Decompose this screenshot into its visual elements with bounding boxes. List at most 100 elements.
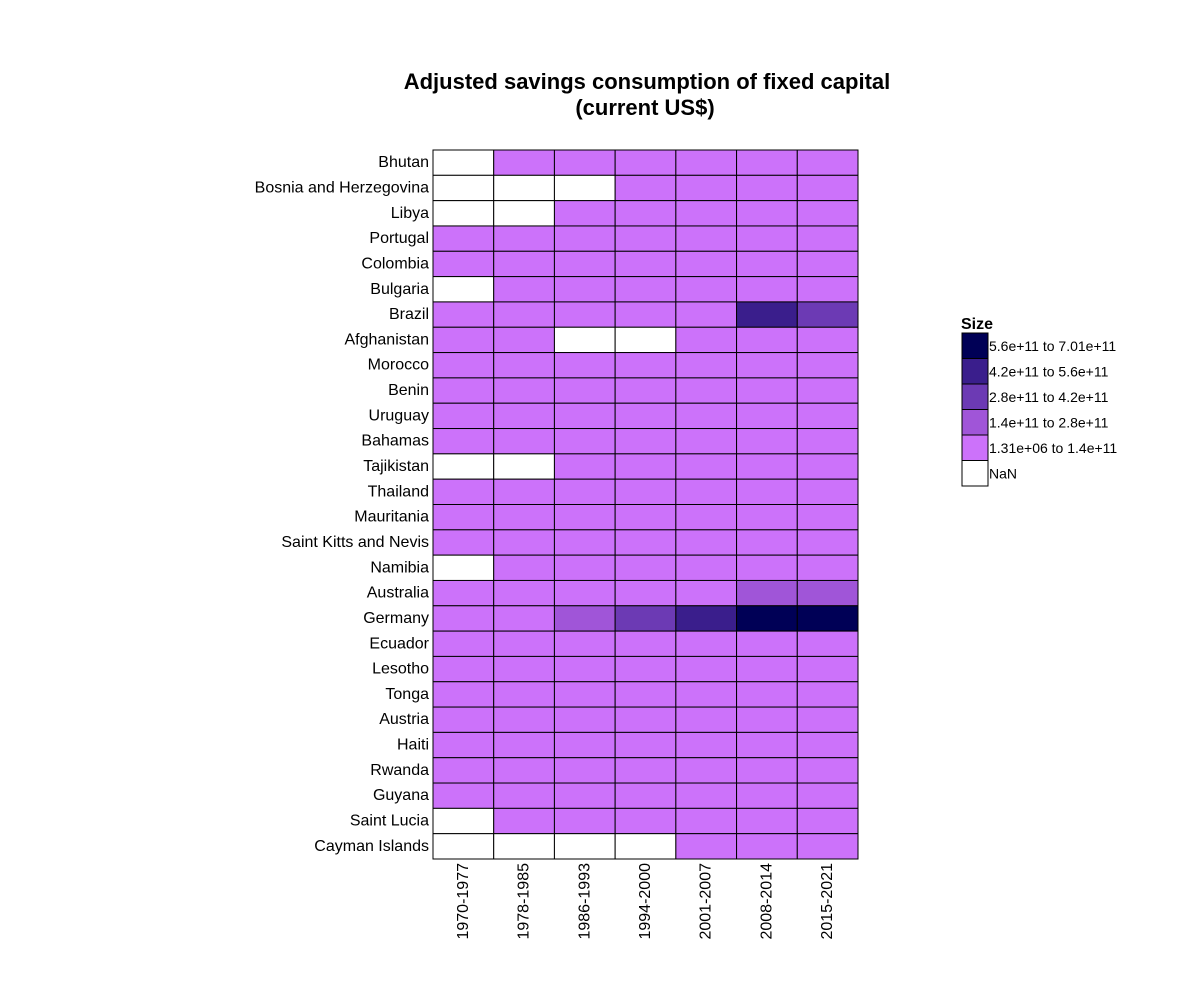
heatmap-cell [553,402,616,430]
heatmap-cell [553,504,616,531]
heatmap-cell [493,428,555,455]
heatmap-cell [675,174,738,202]
legend-swatch [961,460,989,487]
heatmap-cell [493,655,555,683]
heatmap-cell [736,833,798,860]
heatmap-cell [675,276,738,303]
heatmap-cell [553,529,616,556]
column-label: 2015-2021 [819,863,836,940]
heatmap-cell [432,757,495,784]
heatmap-cell [432,579,495,607]
heatmap-cell [553,782,616,809]
heatmap-cell [493,681,555,708]
heatmap-cell [493,149,555,176]
heatmap-cell [796,250,859,278]
heatmap-cell [493,605,555,632]
heatmap-cell [614,428,677,455]
legend-title: Size [961,316,993,333]
heatmap-cell [553,807,616,835]
heatmap-cell [432,731,495,759]
heatmap-cell [432,301,495,328]
heatmap-cell [675,605,738,632]
heatmap-cell [493,757,555,784]
heatmap-cell [736,377,798,404]
heatmap-cell [553,579,616,607]
row-label: Saint Lucia [350,813,429,830]
row-label: Guyana [373,787,429,804]
heatmap-cell [736,681,798,708]
heatmap-cell [796,782,859,809]
chart-title: Adjusted savings consumption of fixed ca… [404,69,891,120]
heatmap-cell [553,276,616,303]
heatmap-cell [432,630,495,657]
heatmap-cell [675,807,738,835]
heatmap-cell [796,149,859,176]
legend-swatch [961,332,989,359]
row-label: Tonga [385,686,429,703]
heatmap-cell [675,681,738,708]
heatmap-cell [675,478,738,505]
heatmap-cell [432,428,495,455]
column-labels: 1970-1977 1978-1985 1986-1993 1994-2000 2001… [455,863,836,940]
heatmap-cell [493,807,555,835]
heatmap-cell [614,225,677,252]
row-label: Lesotho [372,661,429,678]
row-label: Austria [379,711,429,728]
heatmap-cell [796,174,859,202]
heatmap-cell [614,326,677,354]
row-label: Bahamas [361,433,429,450]
heatmap-cell [614,352,677,379]
heatmap-cell [614,301,677,328]
heatmap-cell [432,149,495,176]
heatmap-cell [736,630,798,657]
row-label: Bhutan [378,154,429,171]
legend-swatch [961,409,989,436]
heatmap-cell [432,326,495,354]
heatmap-cell [493,225,555,252]
heatmap-cell [736,326,798,354]
heatmap-cell [614,377,677,404]
row-label: Portugal [369,230,429,247]
row-label: Bosnia and Herzegovina [255,179,429,196]
heatmap-cell [553,731,616,759]
row-labels: Bhutan Bosnia and Herzegovina Libya Portuga… [255,154,430,855]
heatmap-cell [432,174,495,202]
heatmap-cell [796,352,859,379]
heatmap-cell [432,529,495,556]
heatmap-cell [553,250,616,278]
heatmap-cell [675,782,738,809]
legend: Size 5.6e+11 to 7.01e+11 4.2e+11 to 5.6e+… [961,316,1117,487]
heatmap-cell [796,428,859,455]
row-label: Haiti [397,737,429,754]
heatmap-cell [614,478,677,505]
column-label: 1994-2000 [637,863,654,940]
heatmap-cell [675,326,738,354]
heatmap-cell [736,352,798,379]
heatmap-cell [553,554,616,581]
heatmap-cell [675,149,738,176]
heatmap-cell [736,225,798,252]
heatmap-cell [493,174,555,202]
heatmap-cell [432,250,495,278]
heatmap-cell [796,276,859,303]
heatmap-cell [736,807,798,835]
heatmap-cell [736,529,798,556]
heatmap-cell [796,605,859,632]
heatmap-cell [736,174,798,202]
legend-swatch [961,383,989,410]
heatmap-cell [432,833,495,860]
heatmap-cell [553,681,616,708]
row-label: Benin [388,382,429,399]
row-label: Namibia [370,559,429,576]
heatmap-cell [796,453,859,480]
heatmap-cell [553,706,616,733]
heatmap-cell [493,377,555,404]
heatmap-cell [675,757,738,784]
heatmap-cell [432,225,495,252]
column-label: 1978-1985 [516,863,533,940]
heatmap-cell [675,377,738,404]
heatmap-cell [736,504,798,531]
heatmap-cell [432,200,495,227]
heatmap-cell [432,681,495,708]
heatmap-cell [796,655,859,683]
